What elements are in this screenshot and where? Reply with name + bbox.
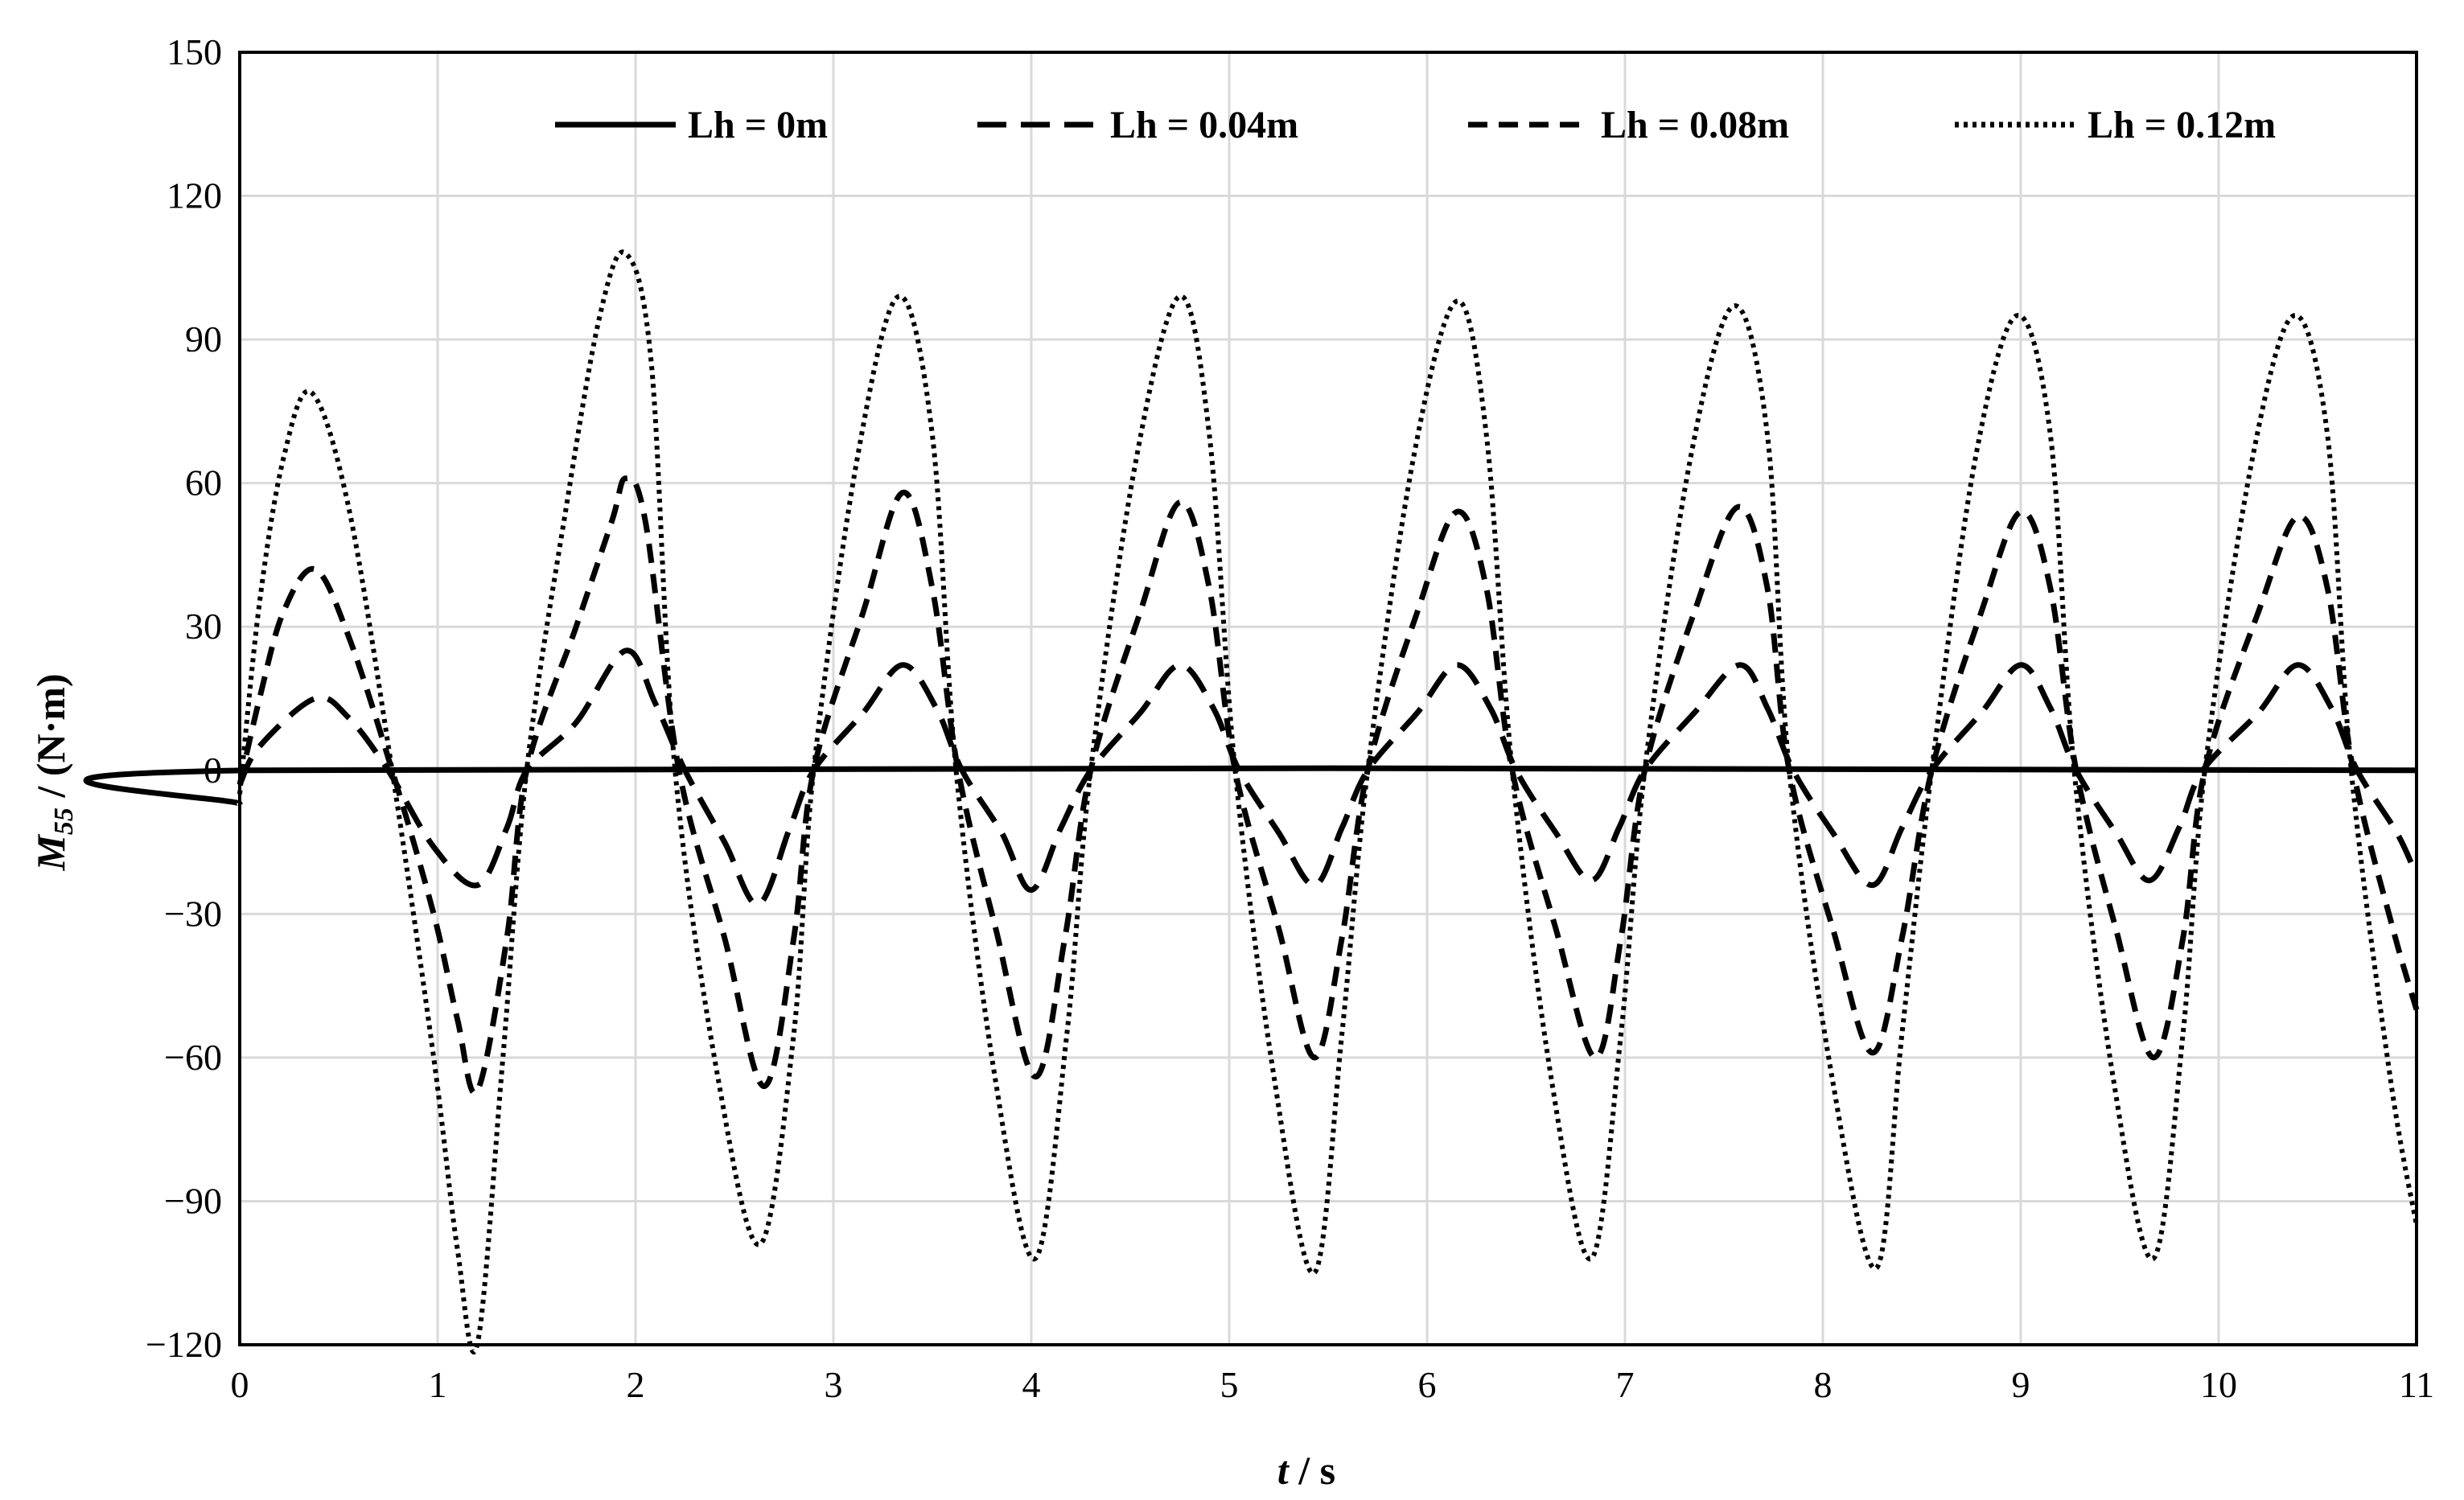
x-axis-unit: / s: [1289, 1448, 1335, 1493]
series-line-3: [237, 249, 2419, 1354]
y-tick-label: 0: [204, 750, 222, 791]
legend: Lh = 0m Lh = 0.04m Lh = 0.08m Lh = 0.12m: [555, 104, 2276, 146]
legend-label-3: Lh = 0.12m: [2088, 104, 2276, 146]
y-tick-label: 90: [185, 318, 222, 360]
series-line-0: [83, 765, 2417, 807]
y-tick-label: 150: [167, 31, 222, 72]
y-tick-label: −120: [146, 1324, 222, 1365]
y-tick-label: −60: [164, 1037, 222, 1078]
y-axis-unit: / (N·m): [28, 673, 73, 808]
legend-label-1: Lh = 0.04m: [1110, 104, 1298, 146]
plot-area-border: [238, 51, 2418, 1346]
y-tick-label: 30: [185, 606, 222, 647]
x-axis-title: t / s: [1277, 1448, 1335, 1493]
x-tick-label: 3: [825, 1364, 843, 1405]
legend-label-0: Lh = 0m: [688, 104, 828, 146]
x-axis-variable: t: [1277, 1448, 1290, 1493]
x-tick-label: 6: [1418, 1364, 1437, 1405]
x-tick-label: 10: [2200, 1364, 2237, 1405]
y-tick-label: 60: [185, 462, 222, 503]
x-tick-label: 8: [1814, 1364, 1833, 1405]
y-axis-variable: M: [28, 834, 73, 872]
y-tick-labels: −120 −90 −60 −30 0 30 60 90 120 150: [146, 31, 222, 1365]
x-tick-labels: 0 1 2 3 4 5 6 7 8 9 10 11: [231, 1364, 2435, 1405]
x-tick-label: 5: [1220, 1364, 1239, 1405]
series-line-2: [237, 475, 2420, 1096]
y-tick-label: 120: [167, 175, 222, 216]
series-line-1: [237, 647, 2420, 907]
y-axis-title: M55 / (N·m): [28, 673, 79, 871]
x-tick-label: 11: [2399, 1364, 2434, 1405]
y-axis-subscript: 55: [49, 808, 79, 835]
series-group: [83, 249, 2420, 1354]
x-tick-label: 0: [231, 1364, 249, 1405]
x-tick-label: 9: [2012, 1364, 2030, 1405]
x-tick-label: 2: [627, 1364, 645, 1405]
x-tick-label: 7: [1616, 1364, 1635, 1405]
y-tick-label: −90: [164, 1180, 222, 1221]
gridlines: [238, 51, 2418, 1346]
x-tick-label: 4: [1022, 1364, 1041, 1405]
x-tick-label: 1: [429, 1364, 447, 1405]
legend-label-2: Lh = 0.08m: [1601, 104, 1789, 146]
y-tick-label: −30: [164, 893, 222, 934]
